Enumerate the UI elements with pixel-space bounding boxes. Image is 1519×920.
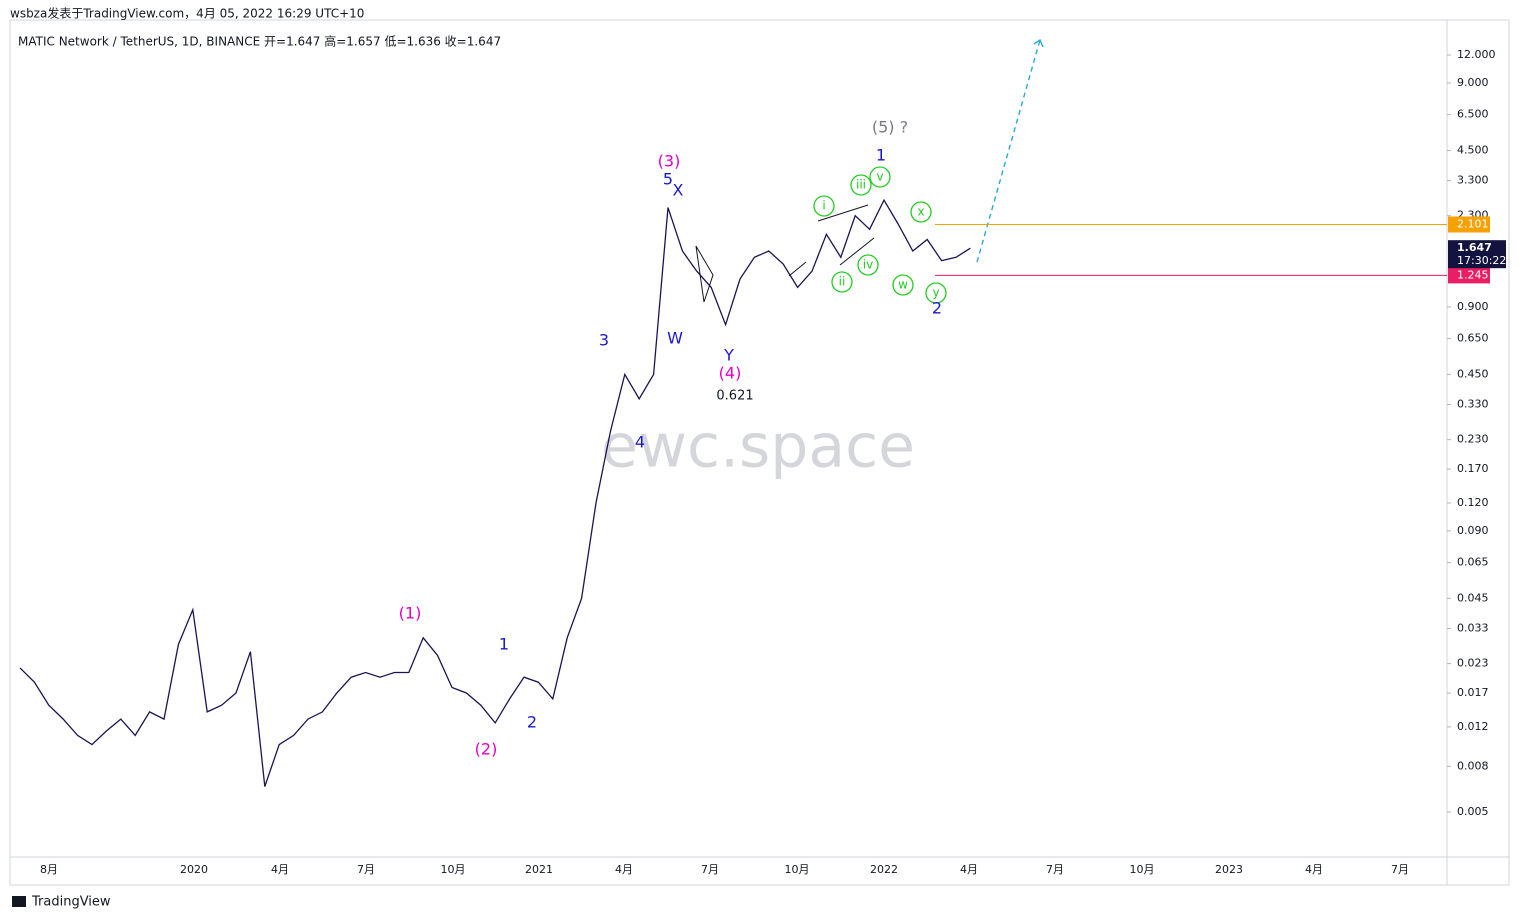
wave-label: i <box>822 199 825 213</box>
wave-circle <box>813 195 835 217</box>
wave-label: x <box>917 205 924 219</box>
x-tick-label: 2022 <box>870 863 898 876</box>
y-tick-label: 9.000 <box>1457 76 1489 89</box>
wave-label: (5) ? <box>872 118 908 137</box>
y-tick-label: 12.000 <box>1457 48 1496 61</box>
wave-circle <box>925 282 947 304</box>
header: wsbza发表于TradingView.com，4月 05, 2022 16:2… <box>10 6 364 21</box>
y-tick-label: 0.170 <box>1457 462 1489 475</box>
wave-label: 1 <box>499 635 509 654</box>
wave-label: 4 <box>635 433 645 452</box>
countdown: 17:30:22 <box>1457 254 1506 267</box>
wave-label: X <box>673 181 684 200</box>
x-tick-label: 4月 <box>960 863 978 876</box>
wave-circle <box>869 166 891 188</box>
wave-label: w <box>898 278 908 292</box>
x-tick-label: 7月 <box>701 863 719 876</box>
wave-label: y <box>932 286 939 300</box>
y-tick-label: 0.090 <box>1457 524 1489 537</box>
y-tick-label: 0.008 <box>1457 759 1489 772</box>
wave-label: W <box>667 329 683 348</box>
wave-label: (3) <box>658 152 681 171</box>
y-tick-label: 0.023 <box>1457 657 1489 670</box>
x-tick-label: 4月 <box>615 863 633 876</box>
y-tick-label: 4.500 <box>1457 143 1489 156</box>
y-tick-label: 0.017 <box>1457 686 1489 699</box>
y-tick-label: 0.012 <box>1457 720 1489 733</box>
y-tick-label: 0.650 <box>1457 332 1489 345</box>
watermark: ewc.space <box>601 412 915 482</box>
y-tick-label: 0.450 <box>1457 367 1489 380</box>
x-tick-label: 4月 <box>271 863 289 876</box>
wave-circle <box>892 274 914 296</box>
y-tick-label: 0.230 <box>1457 433 1489 446</box>
level-label: 2.101 <box>1457 218 1489 231</box>
y-tick-label: 0.005 <box>1457 805 1489 818</box>
wave-label: 2 <box>932 299 942 318</box>
symbol-info: MATIC Network / TetherUS, 1D, BINANCE 开=… <box>18 34 501 49</box>
x-tick-label: 2023 <box>1215 863 1243 876</box>
tv-logo <box>12 896 26 907</box>
y-tick-label: 6.500 <box>1457 108 1489 121</box>
wave-label: 0.621 <box>716 389 753 404</box>
level-label: 1.245 <box>1457 268 1489 281</box>
price-line <box>19 198 971 787</box>
y-tick-label: 0.065 <box>1457 556 1489 569</box>
wave-label: iii <box>856 178 866 192</box>
x-tick-label: 8月 <box>40 863 58 876</box>
wave-label: iv <box>863 258 873 272</box>
wave-label: (2) <box>475 740 498 759</box>
wave-label: (1) <box>399 604 422 623</box>
last-price-bg <box>1448 240 1506 269</box>
x-tick-label: 7月 <box>357 863 375 876</box>
y-tick-label: 0.045 <box>1457 591 1489 604</box>
footer: TradingView <box>31 895 111 910</box>
y-tick-label: 0.033 <box>1457 622 1489 635</box>
wave-circle <box>857 254 879 276</box>
x-tick-label: 7月 <box>1046 863 1064 876</box>
y-tick-label: 0.330 <box>1457 398 1489 411</box>
y-tick-label: 0.120 <box>1457 496 1489 509</box>
wave-label: 2 <box>527 713 537 732</box>
wave-label: (4) <box>719 364 742 383</box>
x-tick-label: 10月 <box>441 863 466 876</box>
x-tick-label: 2021 <box>525 863 553 876</box>
level-label-bg <box>1448 267 1490 284</box>
x-tick-label: 4月 <box>1305 863 1323 876</box>
wave-label: Y <box>723 346 734 365</box>
wave-label: 1 <box>876 146 886 165</box>
projection <box>976 39 1041 263</box>
wave-circle <box>910 201 932 223</box>
wave-label: 3 <box>599 331 609 350</box>
y-tick-label: 0.900 <box>1457 300 1489 313</box>
frame <box>9 19 1510 886</box>
last-price: 1.647 <box>1457 241 1492 254</box>
wave-label: ii <box>839 275 846 289</box>
pattern-lines <box>695 204 875 303</box>
x-tick-label: 10月 <box>785 863 810 876</box>
projection-arrow <box>1033 38 1044 48</box>
level-label-bg <box>1448 216 1490 233</box>
x-tick-label: 2020 <box>180 863 208 876</box>
wave-label: 5 <box>663 170 673 189</box>
wave-label: v <box>876 170 883 184</box>
x-tick-label: 10月 <box>1130 863 1155 876</box>
wave-circle <box>831 271 853 293</box>
wave-circle <box>850 174 872 196</box>
y-tick-label: 3.300 <box>1457 174 1489 187</box>
x-tick-label: 7月 <box>1391 863 1409 876</box>
